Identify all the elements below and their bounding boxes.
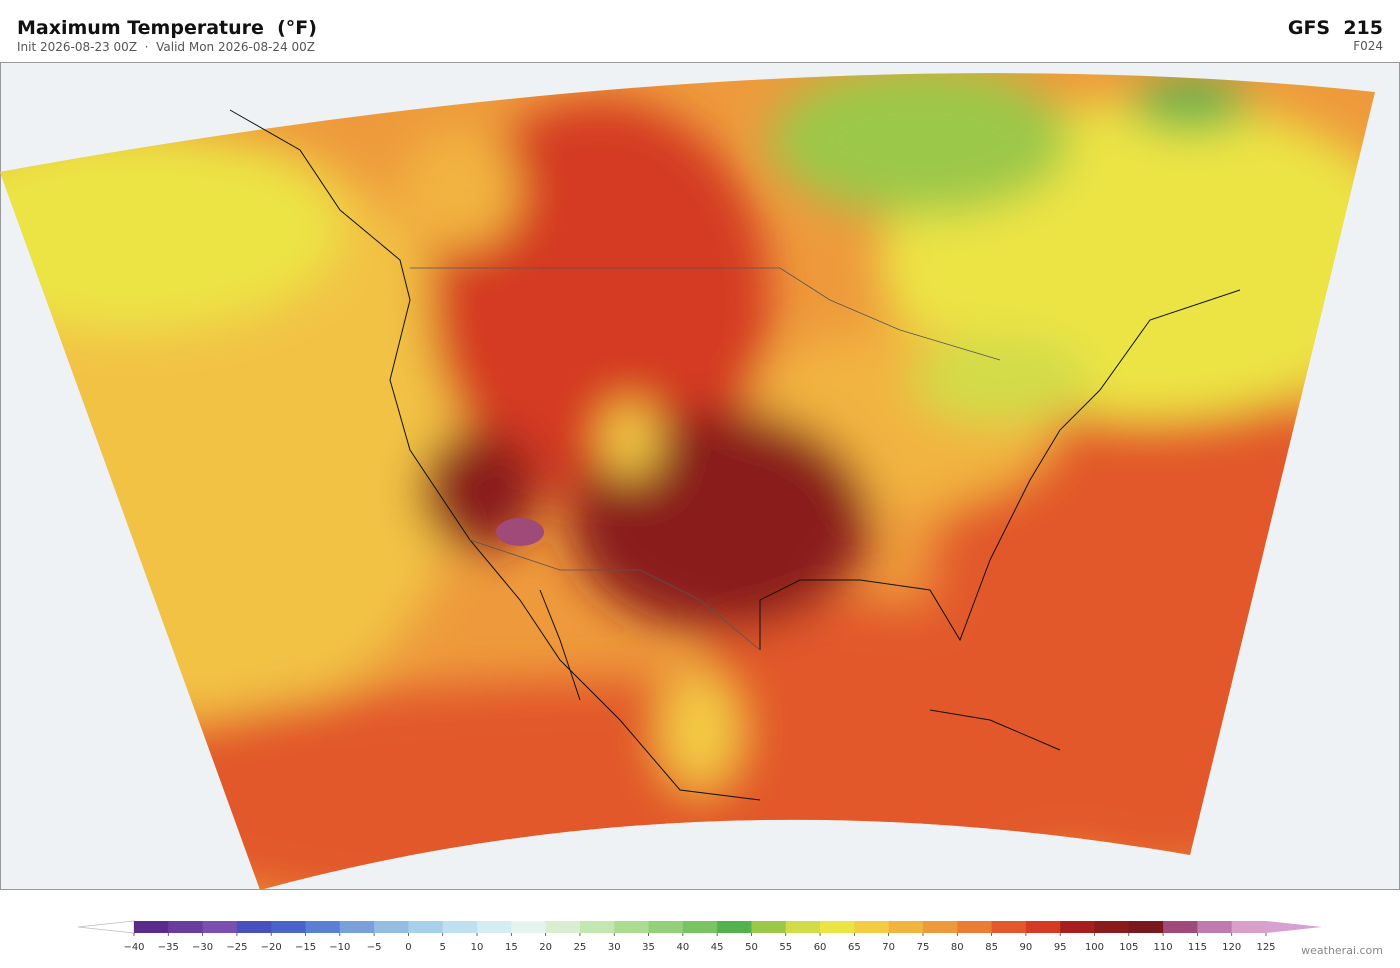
colorbar-tick-label: −20 bbox=[261, 942, 282, 953]
colorbar-tick-label: 115 bbox=[1188, 942, 1207, 953]
hot-spot bbox=[496, 518, 544, 546]
model-label: GFS 215 bbox=[1288, 17, 1383, 39]
colorbar-tick-label: 120 bbox=[1222, 942, 1241, 953]
colorbar-segment bbox=[717, 921, 752, 933]
colorbar-segment bbox=[579, 921, 615, 933]
colorbar-over bbox=[1266, 921, 1322, 933]
colorbar-tick-label: 90 bbox=[1020, 942, 1033, 953]
colorbar: −40 −35 −30 −25 −20 −15 −10 −5 0 5 10 15 20 25 30 35 40 4… bbox=[77, 920, 1322, 953]
subtitle: Init 2026-08-23 00Z · Valid Mon 2026-08-… bbox=[17, 40, 315, 54]
colorbar-tick-label: −10 bbox=[329, 942, 350, 953]
colorbar-tick-label: 20 bbox=[539, 942, 552, 953]
colorbar-tick-label: −35 bbox=[158, 942, 179, 953]
watermark: weatherai.com bbox=[1301, 944, 1383, 957]
colorbar-segment bbox=[305, 921, 341, 933]
colorbar-tick-label: 45 bbox=[711, 942, 724, 953]
colorbar-tick-label: 105 bbox=[1119, 942, 1138, 953]
colorbar-segment bbox=[236, 921, 272, 933]
colorbar-tick-label: 35 bbox=[642, 942, 655, 953]
colorbar-tick-label: −30 bbox=[192, 942, 213, 953]
colorbar-tick-label: 15 bbox=[505, 942, 518, 953]
colorbar-tick-label: 30 bbox=[608, 942, 621, 953]
colorbar-under bbox=[77, 920, 135, 934]
colorbar-tick-label: −5 bbox=[367, 942, 382, 953]
colorbar-tick-label: −15 bbox=[295, 942, 316, 953]
colorbar-segment bbox=[202, 921, 238, 933]
colorbar-segment bbox=[477, 921, 512, 933]
colorbar-tick-label: 95 bbox=[1054, 942, 1067, 953]
colorbar-tick-label: 70 bbox=[882, 942, 895, 953]
colorbar-segment bbox=[751, 921, 787, 933]
colorbar-segment bbox=[682, 921, 718, 933]
colorbar-segment bbox=[991, 921, 1027, 933]
colorbar-tick-label: −40 bbox=[123, 942, 144, 953]
colorbar-segment bbox=[168, 921, 204, 933]
colorbar-segment bbox=[545, 921, 581, 933]
colorbar-segment bbox=[442, 921, 478, 933]
colorbar-segment bbox=[648, 921, 684, 933]
colorbar-tick-label: 0 bbox=[405, 942, 411, 953]
colorbar-tick-label: 85 bbox=[985, 942, 998, 953]
forecast-hour: F024 bbox=[1353, 39, 1383, 53]
colorbar-tick-label: 75 bbox=[917, 942, 930, 953]
colorbar-segment bbox=[1094, 921, 1130, 933]
colorbar-segment bbox=[1025, 921, 1061, 933]
colorbar-tick-label: 50 bbox=[745, 942, 758, 953]
colorbar-segment bbox=[1060, 921, 1095, 933]
colorbar-segment bbox=[1163, 921, 1198, 933]
colorbar-segment bbox=[134, 921, 169, 933]
colorbar-tick-label: 65 bbox=[848, 942, 861, 953]
colorbar-segment bbox=[339, 921, 375, 933]
colorbar-segment bbox=[888, 921, 924, 933]
colorbar-segment bbox=[614, 921, 650, 933]
borders bbox=[410, 267, 1001, 651]
colorbar-segment bbox=[511, 921, 547, 933]
title: Maximum Temperature (°F) bbox=[17, 17, 317, 39]
colorbar-tick-label: 80 bbox=[951, 942, 964, 953]
colorbar-segment bbox=[957, 921, 993, 933]
colorbar-segment bbox=[1197, 921, 1233, 933]
colorbar-segment bbox=[408, 921, 444, 933]
colorbar-segment bbox=[820, 921, 855, 933]
colorbar-tick-label: 60 bbox=[814, 942, 827, 953]
colorbar-tick-label: 10 bbox=[471, 942, 484, 953]
colorbar-tick-label: 5 bbox=[440, 942, 446, 953]
colorbar-segment bbox=[1128, 921, 1164, 933]
colorbar-tick-label: 100 bbox=[1085, 942, 1104, 953]
colorbar-tick-label: 110 bbox=[1154, 942, 1173, 953]
colorbar-tick-label: 55 bbox=[779, 942, 792, 953]
colorbar-segment bbox=[271, 921, 307, 933]
colorbar-segment bbox=[854, 921, 890, 933]
colorbar-segment bbox=[374, 921, 409, 933]
colorbar-tick-label: 25 bbox=[574, 942, 587, 953]
colorbar-tick-label: −25 bbox=[226, 942, 247, 953]
colorbar-tick-label: 125 bbox=[1256, 942, 1275, 953]
colorbar-segment bbox=[785, 921, 821, 933]
colorbar-segment bbox=[922, 921, 958, 933]
colorbar-segment bbox=[1231, 921, 1267, 933]
colorbar-tick-label: 40 bbox=[676, 942, 689, 953]
coastlines bbox=[229, 109, 1241, 801]
